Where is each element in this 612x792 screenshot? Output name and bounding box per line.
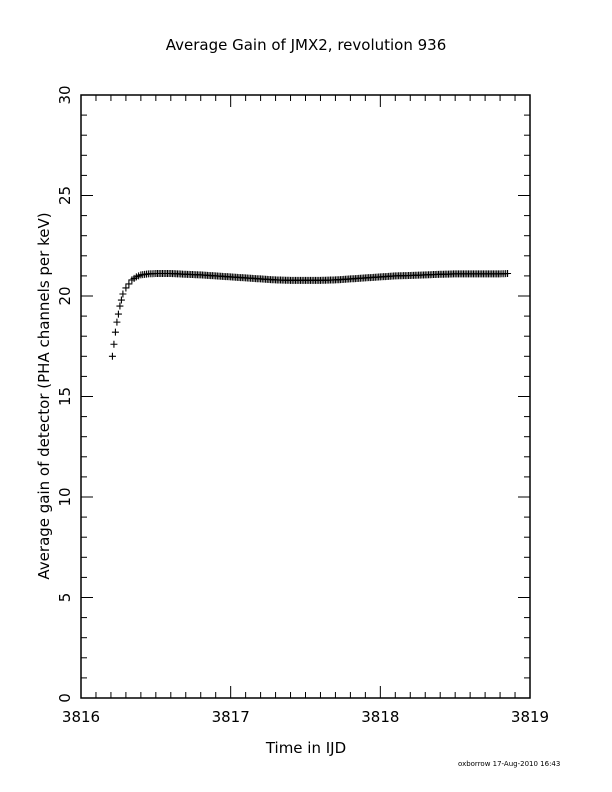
- x-axis-label: Time in IJD: [265, 739, 347, 757]
- tick-labels: 3816 3817 3818 3819 0 5 10 15 20 25 30: [56, 85, 549, 726]
- y-tick-label: 5: [56, 593, 74, 603]
- data-point: [113, 318, 121, 326]
- data-point: [114, 310, 122, 318]
- x-tick-label: 3819: [511, 708, 549, 726]
- data-point: [117, 296, 125, 304]
- data-point: [111, 328, 119, 336]
- data-point: [125, 280, 133, 288]
- y-axis-label: Average gain of detector (PHA channels p…: [35, 212, 53, 580]
- x-tick-label: 3817: [212, 708, 250, 726]
- chart-title: Average Gain of JMX2, revolution 936: [165, 36, 447, 54]
- plot-frame: [80, 94, 531, 699]
- y-tick-label: 0: [56, 693, 74, 703]
- data-point: [119, 290, 127, 298]
- y-tick-label: 25: [56, 186, 74, 205]
- y-tick-label: 10: [56, 487, 74, 506]
- data-point: [122, 284, 130, 292]
- x-tick-label: 3816: [62, 708, 100, 726]
- axis-ticks: [80, 94, 531, 699]
- data-point: [108, 352, 116, 360]
- y-tick-label: 15: [56, 387, 74, 406]
- data-point: [504, 269, 512, 277]
- author-timestamp: oxborrow 17-Aug-2010 16:43: [458, 760, 561, 768]
- data-point: [110, 340, 118, 348]
- x-tick-label: 3818: [361, 708, 399, 726]
- y-tick-label: 30: [56, 85, 74, 104]
- data-point: [116, 302, 124, 310]
- data-series: [108, 269, 512, 360]
- y-tick-label: 20: [56, 286, 74, 305]
